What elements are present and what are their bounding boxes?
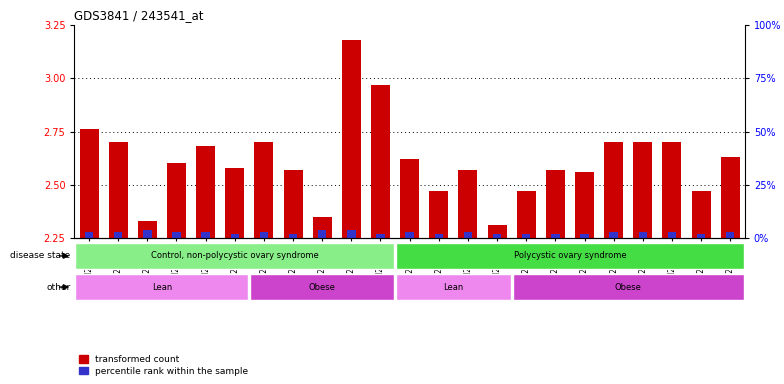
Bar <box>609 232 618 238</box>
Bar <box>691 191 710 238</box>
Bar <box>196 146 215 238</box>
Legend: transformed count, percentile rank within the sample: transformed count, percentile rank withi… <box>79 355 249 376</box>
Bar <box>604 142 623 238</box>
Bar <box>109 142 128 238</box>
Bar <box>114 232 122 238</box>
Bar <box>318 230 326 238</box>
Bar <box>396 243 744 268</box>
Text: Polycystic ovary syndrome: Polycystic ovary syndrome <box>514 252 626 260</box>
Bar <box>633 142 652 238</box>
Text: GDS3841 / 243541_at: GDS3841 / 243541_at <box>74 9 204 22</box>
Bar <box>376 234 385 238</box>
Bar <box>522 234 531 238</box>
Bar <box>396 275 510 300</box>
Bar <box>638 232 647 238</box>
Bar <box>720 157 739 238</box>
Bar <box>80 129 99 238</box>
Bar <box>347 230 356 238</box>
Bar <box>488 225 506 238</box>
Bar <box>668 232 677 238</box>
Bar <box>172 232 181 238</box>
Bar <box>260 232 268 238</box>
Text: Lean: Lean <box>152 283 172 291</box>
Text: disease state: disease state <box>10 252 71 260</box>
Bar <box>459 170 477 238</box>
Bar <box>726 232 735 238</box>
Bar <box>289 234 297 238</box>
Bar <box>313 217 332 238</box>
Bar <box>230 234 239 238</box>
Text: other: other <box>46 283 71 291</box>
Bar <box>143 230 151 238</box>
Bar <box>513 275 744 300</box>
Bar <box>250 275 394 300</box>
Text: Obese: Obese <box>309 283 336 291</box>
Bar <box>201 232 210 238</box>
Bar <box>75 275 249 300</box>
Bar <box>405 232 414 238</box>
Bar <box>580 234 589 238</box>
Bar <box>551 234 560 238</box>
Bar <box>138 221 157 238</box>
Bar <box>662 142 681 238</box>
Bar <box>400 159 419 238</box>
Bar <box>75 243 394 268</box>
Bar <box>85 232 93 238</box>
Bar <box>167 164 186 238</box>
Bar <box>371 84 390 238</box>
Bar <box>517 191 535 238</box>
Bar <box>434 234 443 238</box>
Bar <box>284 170 303 238</box>
Bar <box>697 234 706 238</box>
Bar <box>255 142 274 238</box>
Text: Lean: Lean <box>443 283 463 291</box>
Bar <box>225 168 245 238</box>
Bar <box>546 170 564 238</box>
Bar <box>493 234 501 238</box>
Bar <box>463 232 472 238</box>
Bar <box>342 40 361 238</box>
Text: Obese: Obese <box>615 283 641 291</box>
Bar <box>430 191 448 238</box>
Bar <box>575 172 594 238</box>
Text: Control, non-polycystic ovary syndrome: Control, non-polycystic ovary syndrome <box>151 252 318 260</box>
